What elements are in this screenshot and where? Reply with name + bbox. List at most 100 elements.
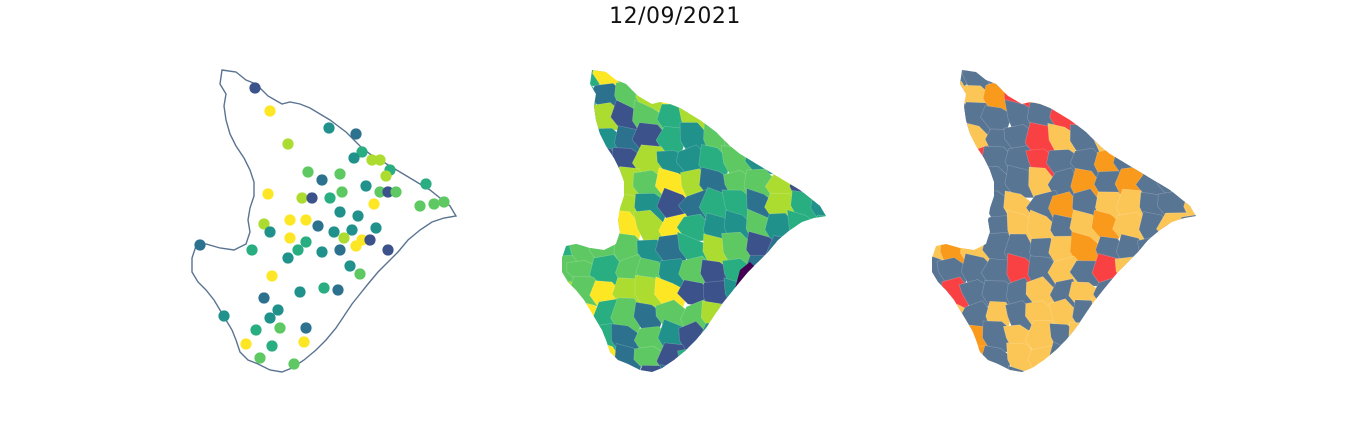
municipality-cell <box>1161 128 1190 155</box>
municipality-cell <box>789 70 821 93</box>
municipality-cell <box>1138 125 1170 159</box>
municipality-cell <box>1004 70 1035 90</box>
municipality-cell <box>658 364 687 372</box>
municipality-cell <box>1179 123 1196 154</box>
municipality-cell <box>699 367 731 372</box>
municipality-cell <box>807 368 826 372</box>
municipality-cell <box>932 104 950 132</box>
station-point <box>338 232 350 244</box>
municipality-cell <box>808 165 826 204</box>
station-point <box>292 244 304 256</box>
station-point <box>370 222 382 234</box>
municipality-cell <box>831 212 850 247</box>
municipality-cell <box>1155 275 1196 313</box>
municipality-cell <box>722 70 755 93</box>
station-point <box>350 128 362 140</box>
municipality-cell <box>562 340 582 372</box>
station-point <box>390 186 402 198</box>
municipality-cell <box>1115 70 1145 93</box>
municipality-cell <box>767 278 804 308</box>
municipality-cell <box>937 342 971 372</box>
map-panel-interpolated <box>520 0 850 444</box>
municipality-cell <box>764 143 800 177</box>
station-point <box>288 358 300 370</box>
municipality-cell <box>809 101 826 137</box>
municipality-cell <box>932 187 954 222</box>
municipality-cell <box>1157 235 1194 268</box>
municipality-cell <box>932 70 947 90</box>
municipality-cell <box>1178 252 1196 293</box>
municipality-cell <box>932 324 947 355</box>
station-point <box>282 138 294 150</box>
municipality-cell <box>1135 276 1171 309</box>
municipality-cell <box>1203 81 1220 110</box>
municipality-cell <box>1159 70 1192 89</box>
municipality-cell <box>1047 341 1080 372</box>
municipality-cell <box>935 144 971 179</box>
municipality-cell <box>568 321 606 353</box>
municipality-cell <box>562 371 579 372</box>
municipality-cell <box>1093 102 1130 134</box>
station-point <box>300 322 312 334</box>
municipality-cell <box>932 122 952 159</box>
municipality-cell <box>743 104 779 136</box>
municipality-cell <box>1183 80 1196 114</box>
municipality-cell <box>932 210 954 245</box>
municipality-cell <box>1091 321 1124 356</box>
municipality-cell <box>1179 346 1196 372</box>
map-panel-risk <box>890 0 1220 444</box>
municipality-cell <box>764 302 802 332</box>
municipality-cell <box>961 368 997 372</box>
station-point <box>324 192 336 204</box>
station-point <box>298 336 310 348</box>
station-point <box>312 220 324 232</box>
municipality-cell <box>741 298 776 337</box>
station-point <box>262 188 274 200</box>
municipality-cell <box>766 235 802 271</box>
municipality-cell <box>833 166 850 201</box>
municipality-cell <box>1201 344 1220 376</box>
municipality-cell <box>939 172 976 203</box>
municipality-cell <box>938 365 970 372</box>
municipality-cell <box>562 82 580 110</box>
municipality-cell <box>1068 321 1107 360</box>
station-point <box>266 270 278 282</box>
municipality-cell <box>1157 100 1193 133</box>
municipality-cell <box>1202 123 1220 156</box>
municipality-cell <box>567 370 600 372</box>
station-point <box>348 152 360 164</box>
municipality-cell <box>763 319 797 357</box>
municipality-cell <box>833 254 850 289</box>
municipality-cell <box>811 299 826 335</box>
municipality-cell <box>723 299 756 336</box>
map-panel-points <box>150 0 480 444</box>
municipality-cell <box>1139 70 1174 91</box>
figure-title: 12/09/2021 <box>609 4 741 29</box>
municipality-cell <box>1114 256 1153 286</box>
municipality-cell <box>764 365 804 372</box>
station-point <box>438 196 450 208</box>
municipality-cell <box>1136 255 1171 293</box>
station-point <box>336 186 348 198</box>
municipality-cell <box>570 342 600 372</box>
municipality-cell <box>1114 369 1152 372</box>
municipality-cell <box>1137 100 1167 138</box>
station-point <box>258 292 270 304</box>
municipality-cell <box>562 319 582 351</box>
station-point <box>194 239 206 251</box>
municipality-cell <box>1137 79 1167 113</box>
station-point <box>360 180 372 192</box>
municipality-cell <box>744 83 775 111</box>
station-point <box>258 218 270 230</box>
station-point <box>356 146 368 158</box>
municipality-cell <box>787 365 820 372</box>
station-point <box>352 210 364 222</box>
municipality-cell <box>932 363 952 372</box>
municipality-cell <box>568 142 605 178</box>
station-point <box>240 338 252 350</box>
municipality-cell <box>766 261 797 289</box>
station-point <box>282 252 294 264</box>
municipality-cell <box>656 70 690 90</box>
municipality-cell <box>932 146 948 181</box>
municipality-cell <box>562 124 581 163</box>
